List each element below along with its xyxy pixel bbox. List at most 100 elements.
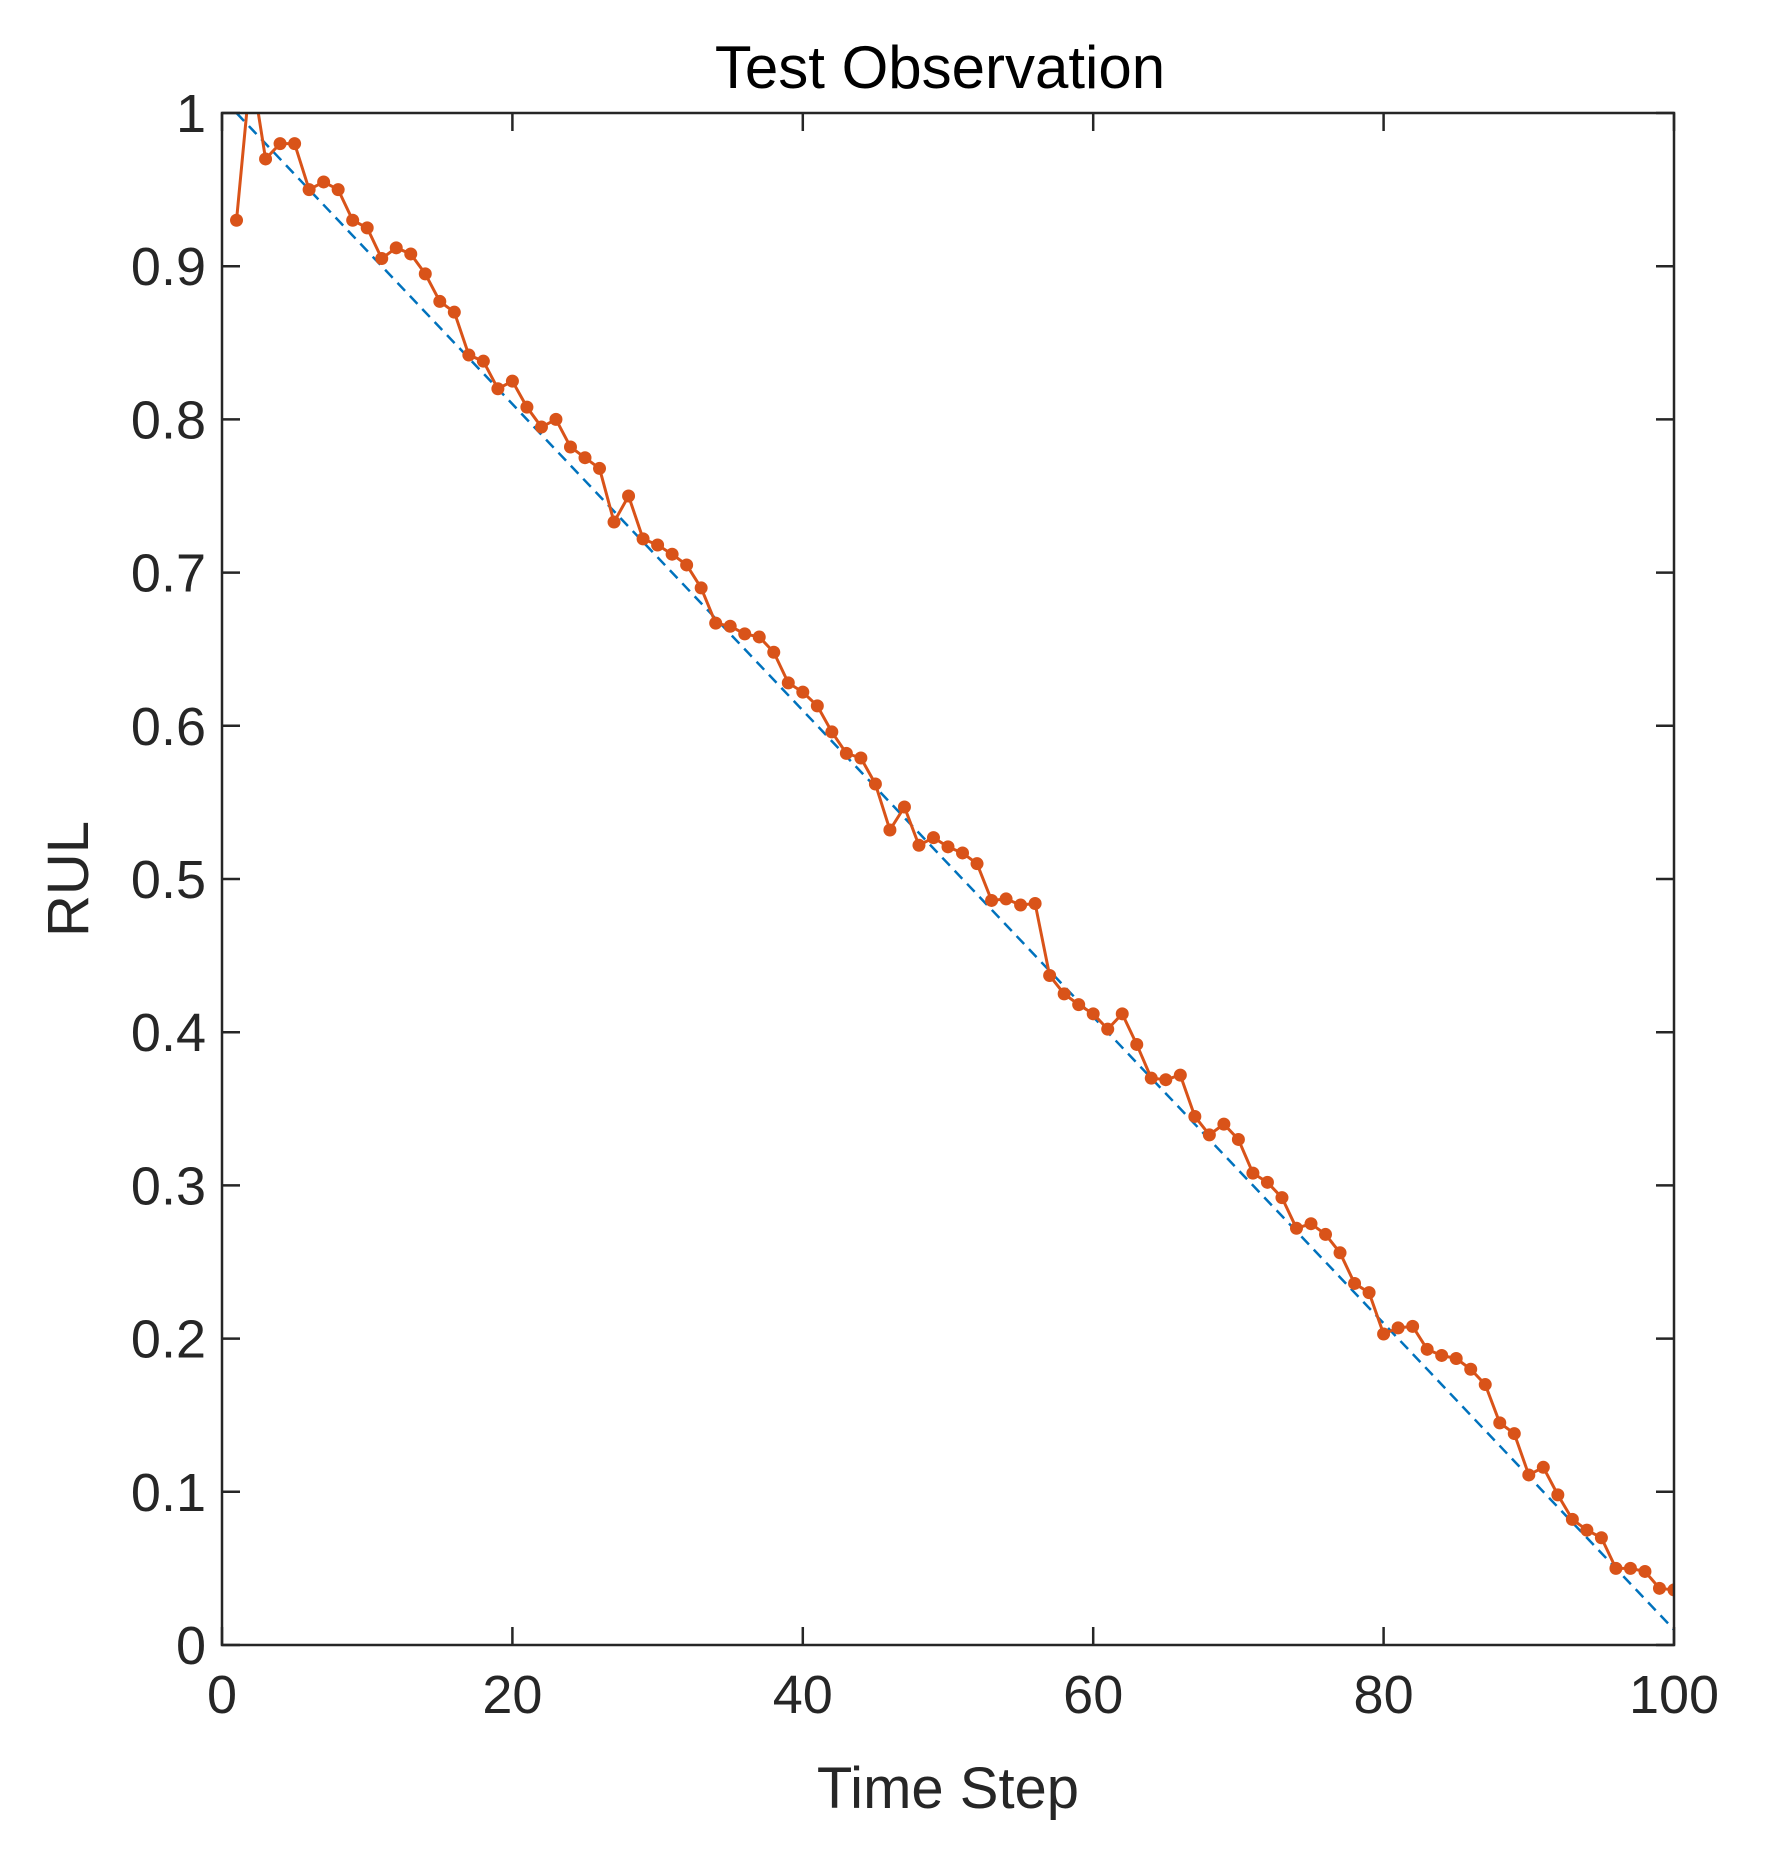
series-point-observation [1522, 1468, 1536, 1482]
series-point-observation [956, 846, 970, 860]
series-point-observation [985, 893, 999, 907]
series-point-observation [738, 627, 752, 641]
series-point-observation [1362, 1286, 1376, 1300]
series-point-observation [1551, 1488, 1565, 1502]
series-point-observation [593, 461, 607, 475]
series-point-observation [607, 515, 621, 529]
series-point-observation [796, 685, 810, 699]
series-point-observation [418, 267, 432, 281]
series-point-observation [230, 213, 244, 227]
series-point-observation [1638, 1564, 1652, 1578]
y-tick-label: 0.9 [131, 237, 206, 297]
y-axis-title: RUL [36, 821, 101, 937]
series-point-observation [970, 857, 984, 871]
series-point-observation [1246, 1166, 1260, 1180]
series-point-observation [1319, 1227, 1333, 1241]
series-point-observation [1348, 1276, 1362, 1290]
series-point-observation [1144, 1071, 1158, 1085]
series-point-observation [447, 305, 461, 319]
series-point-observation [1275, 1191, 1289, 1205]
series-point-observation [375, 252, 389, 266]
x-tick-label: 20 [482, 1665, 542, 1725]
series-point-observation [1435, 1348, 1449, 1362]
series-point-observation [1507, 1427, 1521, 1441]
series-point-observation [1449, 1352, 1463, 1366]
series-point-observation [1202, 1128, 1216, 1142]
series-point-observation [1086, 1007, 1100, 1021]
y-tick-label: 0.5 [131, 850, 206, 910]
series-point-observation [680, 558, 694, 572]
series-point-observation [709, 616, 723, 630]
series-point-observation [1377, 1327, 1391, 1341]
y-tick-label: 0.6 [131, 697, 206, 757]
series-point-observation [462, 348, 476, 362]
series-point-observation [1159, 1073, 1173, 1087]
series-point-observation [883, 823, 897, 837]
y-tick-label: 0.4 [131, 1003, 206, 1063]
series-point-observation [999, 892, 1013, 906]
x-tick-label: 0 [207, 1665, 237, 1725]
series-point-observation [912, 838, 926, 852]
series-point-observation [1580, 1523, 1594, 1537]
plot-frame [220, 111, 1676, 1647]
series-point-observation [1101, 1022, 1115, 1036]
series-point-observation [1072, 998, 1086, 1012]
series-point-observation [665, 547, 679, 561]
series-point-observation [825, 725, 839, 739]
plot-area [222, 113, 1674, 1645]
series-point-observation [549, 412, 563, 426]
series-point-observation [1188, 1109, 1202, 1123]
series-point-observation [433, 294, 447, 308]
series-point-observation [1260, 1175, 1274, 1189]
series-point-observation [1217, 1117, 1231, 1131]
series-point-observation [1594, 1531, 1608, 1545]
series-point-observation [491, 382, 505, 396]
series-point-observation [1478, 1378, 1492, 1392]
series-point-observation [346, 213, 360, 227]
series-point-observation [1014, 898, 1028, 912]
series-point-observation [273, 137, 287, 151]
series-point-observation [810, 699, 824, 713]
series-point-observation [259, 152, 273, 166]
series-point-observation [941, 840, 955, 854]
series-point-observation [1391, 1321, 1405, 1335]
series-point-observation [1493, 1416, 1507, 1430]
series-point-observation [331, 183, 345, 197]
x-tick-label: 60 [1063, 1665, 1123, 1725]
series-point-observation [520, 400, 534, 414]
series-point-observation [563, 440, 577, 454]
series-point-observation [1652, 1581, 1666, 1595]
y-tick-label: 1 [176, 84, 206, 144]
series-point-observation [839, 746, 853, 760]
series-point-observation [767, 645, 781, 659]
x-tick-label: 40 [773, 1665, 833, 1725]
series-point-observation [288, 137, 302, 151]
series-point-observation [1173, 1068, 1187, 1082]
series-point-observation [360, 221, 374, 235]
series-point-observation [1028, 897, 1042, 911]
series-point-observation [781, 676, 795, 690]
series-point-observation [1623, 1561, 1637, 1575]
series-line-observation [235, 113, 1674, 1592]
series-point-observation [1057, 987, 1071, 1001]
series-point-observation [854, 751, 868, 765]
series-point-observation [868, 777, 882, 791]
y-tick-label: 0.7 [131, 544, 206, 604]
series-point-observation [578, 451, 592, 465]
series-point-observation [1406, 1319, 1420, 1333]
series-point-observation [636, 532, 650, 546]
y-tick-label: 0.2 [131, 1310, 206, 1370]
series-point-observation [1304, 1217, 1318, 1231]
series-point-observation [752, 630, 766, 644]
series-point-observation [651, 538, 665, 552]
series-point-observation [926, 831, 940, 845]
chart-title: Test Observation [715, 34, 1165, 101]
series-point-observation [534, 420, 548, 434]
series-point-observation [1130, 1037, 1144, 1051]
y-tick-label: 0.1 [131, 1463, 206, 1523]
x-axis-title: Time Step [817, 1756, 1079, 1821]
series-point-observation [1565, 1512, 1579, 1526]
series-point-observation [694, 581, 708, 595]
series-point-observation [302, 183, 316, 197]
